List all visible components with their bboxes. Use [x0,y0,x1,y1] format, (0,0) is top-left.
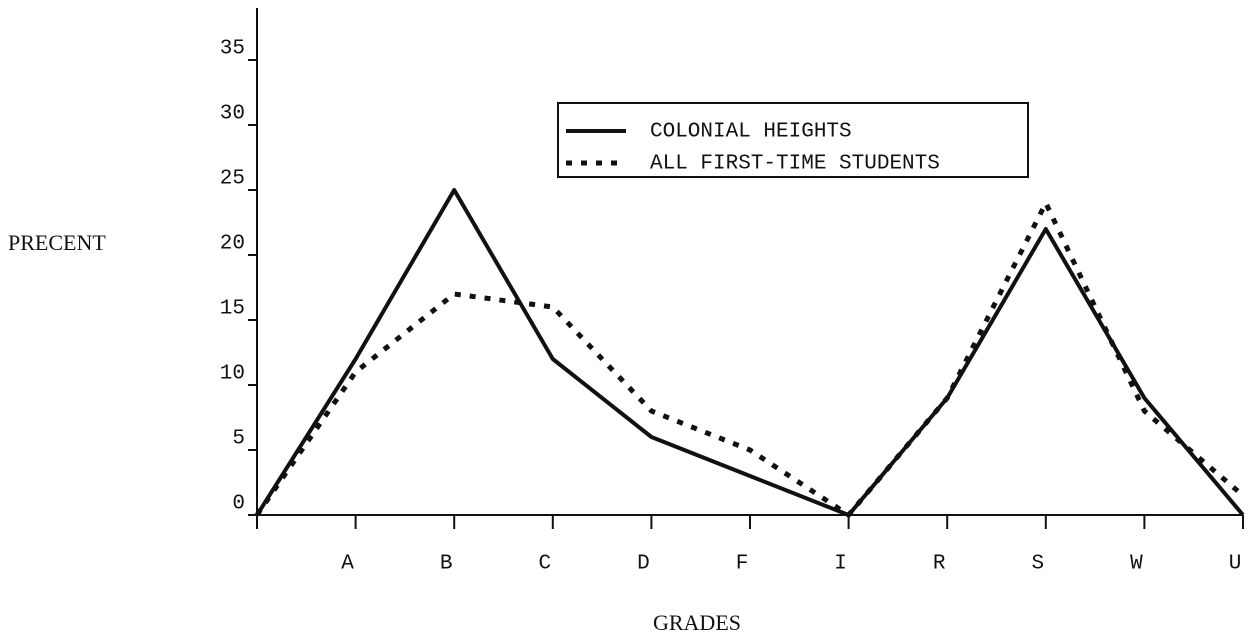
legend-label: ALL FIRST-TIME STUDENTS [650,153,940,176]
x-tick-label: B [440,553,453,576]
legend-label: COLONIAL HEIGHTS [650,121,852,144]
legend: COLONIAL HEIGHTS ALL FIRST-TIME STUDENTS [566,121,940,176]
x-tick-label: D [637,553,650,576]
x-tick-label: S [1031,553,1044,576]
y-tick-label: 20 [220,233,245,256]
x-tick-label: W [1130,553,1143,576]
x-tick-label: U [1229,553,1242,576]
y-tick-label: 30 [220,103,245,126]
series-line [254,200,1245,518]
x-tick-label: F [736,553,749,576]
y-tick-label: 15 [220,298,245,321]
x-tick-label: C [538,553,551,576]
y-tick-label: 5 [232,428,245,451]
legend-box [557,102,1029,178]
x-axis-label: GRADES [653,610,741,635]
x-tick-label: I [834,553,847,576]
x-tick-label: A [341,553,354,576]
y-axis-label: PRECENT [8,230,106,255]
x-tick-label: R [933,553,946,576]
series-line [255,188,1245,517]
y-tick-label: 0 [232,493,245,516]
y-tick-label: 25 [220,168,245,191]
y-tick-label: 35 [220,38,245,61]
y-tick-label: 10 [220,363,245,386]
